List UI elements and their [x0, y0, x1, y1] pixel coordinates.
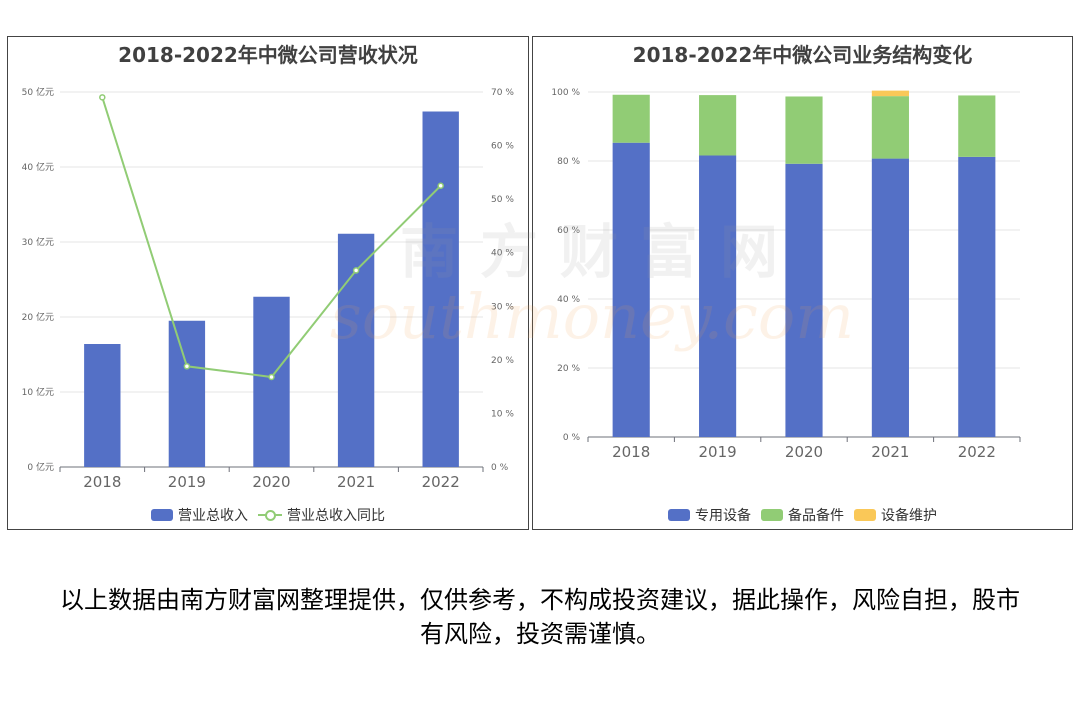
- x-tick-label: 2022: [422, 473, 460, 491]
- y-tick-label: 20 %: [557, 364, 580, 374]
- legend-item-spare-parts[interactable]: 备品备件: [761, 505, 844, 525]
- x-tick-label: 2021: [337, 473, 375, 491]
- bar-segment-1-2019: [699, 95, 737, 156]
- x-tick-label: 2019: [168, 473, 206, 491]
- y-left-tick-label: 40 亿元: [22, 161, 54, 173]
- legend-item-equipment[interactable]: 专用设备: [668, 505, 751, 525]
- y-left-tick-label: 50 亿元: [22, 86, 54, 98]
- x-tick-label: 2021: [871, 443, 909, 461]
- y-right-tick-label: 70 %: [491, 88, 514, 98]
- legend-swatch-revenue: [151, 509, 173, 521]
- y-right-tick-label: 50 %: [491, 195, 514, 205]
- business-structure-chart-panel: 2018-2022年中微公司业务结构变化 0 % 20 % 40 % 60 % 80 %…: [532, 36, 1073, 530]
- revenue-chart-title: 2018-2022年中微公司营收状况: [118, 43, 418, 67]
- bar-segment-0-2018: [612, 142, 650, 437]
- y-left-tick-label: 10 亿元: [22, 386, 54, 398]
- legend-swatch-spare-parts: [761, 509, 783, 521]
- y-left-tick-label: 20 亿元: [22, 311, 54, 323]
- bar-revenue-2022: [422, 111, 459, 467]
- disclaimer-text: 以上数据由南方财富网整理提供，仅供参考，不构成投资建议，据此操作，风险自担，股市…: [60, 586, 1020, 648]
- bar-revenue-2018: [84, 344, 121, 467]
- y-tick-label: 80 %: [557, 157, 580, 167]
- bar-revenue-2020: [253, 296, 290, 467]
- y-tick-label: 0 %: [563, 433, 581, 443]
- legend-label-spare-parts: 备品备件: [788, 508, 844, 524]
- bar-segment-1-2021: [871, 96, 909, 159]
- legend-label-revenue: 营业总收入: [178, 508, 248, 524]
- bar-segment-1-2022: [958, 95, 996, 157]
- y-right-tick-label: 40 %: [491, 249, 514, 259]
- revenue-chart-svg: 0 亿元 10 亿元 20 亿元 30 亿元 40 亿元 50 亿元 0 % 10 % 20 %…: [22, 86, 515, 491]
- x-tick-label: 2020: [785, 443, 823, 461]
- revenue-chart-legend: 营业总收入 营业总收入同比: [8, 505, 528, 525]
- x-tick-label: 2019: [699, 443, 737, 461]
- x-tick-label: 2018: [83, 473, 121, 491]
- x-tick-label: 2018: [612, 443, 650, 461]
- legend-swatch-maintenance: [854, 509, 876, 521]
- x-tick-label: 2022: [958, 443, 996, 461]
- bar-segment-0-2020: [785, 163, 823, 437]
- y-tick-label: 40 %: [557, 295, 580, 305]
- y-left-tick-label: 30 亿元: [22, 236, 54, 248]
- legend-swatch-equipment: [668, 509, 690, 521]
- bar-segment-2-2021: [871, 90, 909, 97]
- x-tick-label: 2020: [252, 473, 290, 491]
- legend-item-revenue-yoy[interactable]: 营业总收入同比: [258, 505, 385, 525]
- y-right-tick-label: 10 %: [491, 409, 514, 419]
- legend-item-maintenance[interactable]: 设备维护: [854, 505, 937, 525]
- bar-revenue-2019: [168, 320, 206, 467]
- legend-label-revenue-yoy: 营业总收入同比: [287, 508, 385, 524]
- y-right-tick-label: 0 %: [491, 463, 509, 473]
- bar-segment-0-2019: [699, 155, 737, 437]
- y-right-tick-label: 60 %: [491, 142, 514, 152]
- business-structure-chart-svg: 0 % 20 % 40 % 60 % 80 % 100 % 2018 2019 2020 2021…: [551, 88, 1021, 461]
- revenue-chart-panel: 2018-2022年中微公司营收状况 0 亿元 10 亿元 20 亿元 30 亿元 40…: [7, 36, 529, 530]
- y-right-tick-label: 20 %: [491, 356, 514, 366]
- y-left-tick-label: 0 亿元: [27, 461, 54, 473]
- bar-segment-1-2020: [785, 96, 823, 164]
- point-revenue-yoy-2022: [437, 182, 444, 189]
- point-revenue-yoy-2021: [352, 267, 360, 274]
- bar-segment-1-2018: [612, 94, 650, 143]
- point-revenue-yoy-2018: [99, 94, 106, 101]
- business-structure-legend: 专用设备 备品备件 设备维护: [533, 505, 1072, 525]
- y-tick-label: 100 %: [551, 88, 580, 98]
- legend-label-equipment: 专用设备: [695, 508, 751, 524]
- point-revenue-yoy-2020: [268, 373, 275, 381]
- point-revenue-yoy-2019: [183, 363, 191, 370]
- legend-label-maintenance: 设备维护: [881, 508, 937, 524]
- legend-swatch-revenue-yoy: [258, 509, 282, 521]
- y-right-tick-label: 30 %: [491, 302, 514, 312]
- y-tick-label: 60 %: [557, 226, 580, 236]
- bar-segment-0-2021: [871, 158, 909, 437]
- legend-item-revenue[interactable]: 营业总收入: [151, 505, 248, 525]
- business-structure-chart-title: 2018-2022年中微公司业务结构变化: [632, 43, 973, 67]
- bar-segment-0-2022: [958, 156, 996, 438]
